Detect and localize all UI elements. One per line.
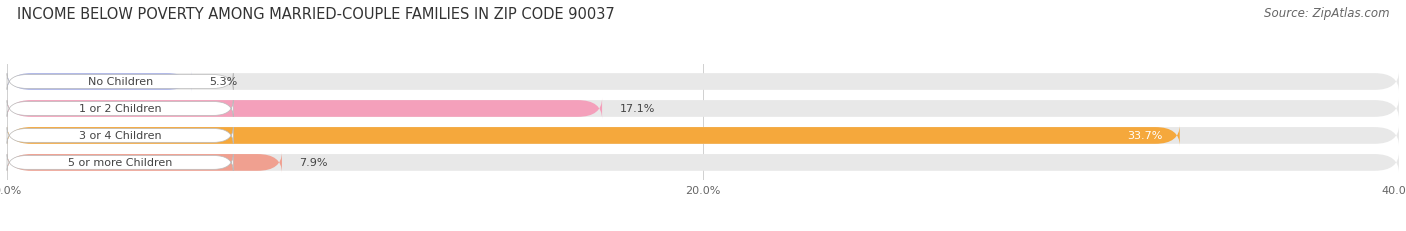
FancyBboxPatch shape: [7, 128, 233, 144]
Text: No Children: No Children: [87, 77, 153, 87]
FancyBboxPatch shape: [7, 155, 233, 171]
Text: 33.7%: 33.7%: [1128, 131, 1163, 141]
FancyBboxPatch shape: [7, 72, 1399, 93]
FancyBboxPatch shape: [7, 101, 233, 117]
FancyBboxPatch shape: [7, 152, 1399, 173]
Text: INCOME BELOW POVERTY AMONG MARRIED-COUPLE FAMILIES IN ZIP CODE 90037: INCOME BELOW POVERTY AMONG MARRIED-COUPL…: [17, 7, 614, 22]
FancyBboxPatch shape: [7, 74, 233, 90]
Text: 17.1%: 17.1%: [620, 104, 655, 114]
Text: 5 or more Children: 5 or more Children: [67, 158, 173, 168]
Text: 7.9%: 7.9%: [299, 158, 328, 168]
Text: Source: ZipAtlas.com: Source: ZipAtlas.com: [1264, 7, 1389, 20]
FancyBboxPatch shape: [7, 99, 602, 119]
Text: 3 or 4 Children: 3 or 4 Children: [79, 131, 162, 141]
FancyBboxPatch shape: [7, 72, 191, 93]
FancyBboxPatch shape: [7, 99, 1399, 119]
FancyBboxPatch shape: [7, 125, 1180, 146]
FancyBboxPatch shape: [7, 125, 1399, 146]
Text: 1 or 2 Children: 1 or 2 Children: [79, 104, 162, 114]
Text: 5.3%: 5.3%: [209, 77, 238, 87]
FancyBboxPatch shape: [7, 152, 283, 173]
